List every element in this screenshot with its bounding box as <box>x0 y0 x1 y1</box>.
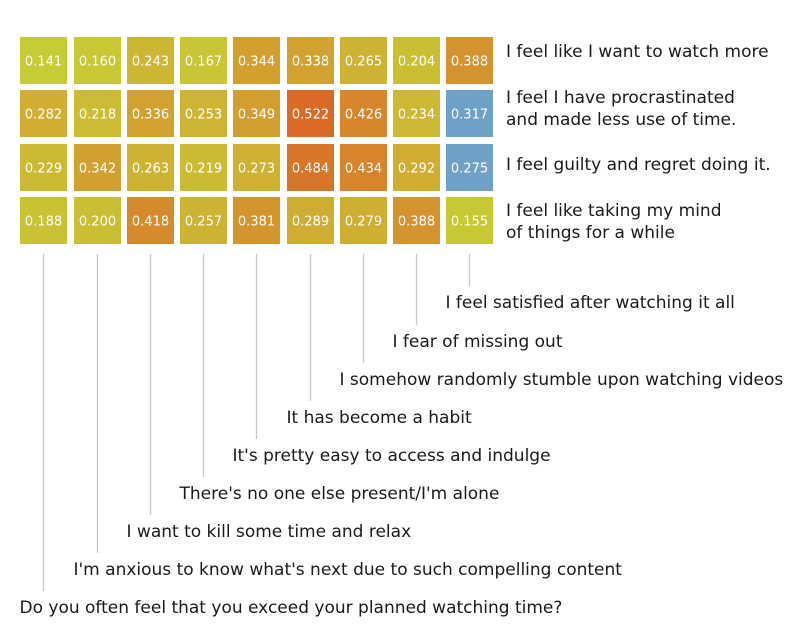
heatmap-cell-r4-c8 <box>393 197 440 244</box>
cell-value-label: 0.229 <box>25 162 62 177</box>
cell-value-label: 0.292 <box>398 162 435 177</box>
cell-value-label: 0.200 <box>79 215 116 230</box>
row-label-4: I feel like taking my mind <box>506 201 722 221</box>
cell-value-label: 0.257 <box>185 215 222 230</box>
cell-value-label: 0.273 <box>238 162 275 177</box>
heatmap-cell-r2-c5 <box>233 90 280 137</box>
column-label-5: It's pretty easy to access and indulge <box>233 446 551 466</box>
heatmap-cell-r3-c9 <box>446 144 493 191</box>
heatmap-cell-r4-c4 <box>180 197 227 244</box>
cell-value-label: 0.279 <box>345 215 382 230</box>
heatmap-cell-r2-c6 <box>287 90 334 137</box>
heatmap-cell-r3-c8 <box>393 144 440 191</box>
heatmap-cell-r3-c5 <box>233 144 280 191</box>
heatmap-cell-r1-c3 <box>127 37 174 84</box>
cell-value-label: 0.336 <box>132 108 169 123</box>
cell-value-label: 0.388 <box>398 215 435 230</box>
column-label-8: I fear of missing out <box>393 332 563 352</box>
heatmap-cell-r2-c8 <box>393 90 440 137</box>
row-label-4: of things for a while <box>506 223 675 243</box>
heatmap-cell-r1-c6 <box>287 37 334 84</box>
cell-value-label: 0.418 <box>132 215 169 230</box>
heatmap-cell-r3-c2 <box>74 144 121 191</box>
cell-value-label: 0.317 <box>451 108 488 123</box>
cell-value-label: 0.263 <box>132 162 169 177</box>
cell-value-label: 0.349 <box>238 108 275 123</box>
heatmap-cell-r4-c1 <box>20 197 67 244</box>
cell-value-label: 0.141 <box>25 55 62 70</box>
cell-value-label: 0.188 <box>25 215 62 230</box>
cell-value-label: 0.219 <box>185 162 222 177</box>
cell-value-label: 0.289 <box>292 215 329 230</box>
cell-value-label: 0.434 <box>345 162 382 177</box>
cell-value-label: 0.484 <box>292 162 329 177</box>
cell-value-label: 0.243 <box>132 55 169 70</box>
heatmap-cell-r1-c8 <box>393 37 440 84</box>
heatmap-cell-r2-c7 <box>340 90 387 137</box>
heatmap-cell-r1-c9 <box>446 37 493 84</box>
heatmap-cell-r4-c2 <box>74 197 121 244</box>
column-guide-lines <box>42 254 471 591</box>
row-label-2: I feel I have procrastinated <box>506 88 735 108</box>
heatmap-cell-r1-c5 <box>233 37 280 84</box>
heatmap-cell-r2-c3 <box>127 90 174 137</box>
heatmap-cell-r4-c9 <box>446 197 493 244</box>
column-label-7: I somehow randomly stumble upon watching… <box>340 370 784 390</box>
heatmap-cell-r3-c1 <box>20 144 67 191</box>
cell-value-label: 0.155 <box>451 215 488 230</box>
heatmap-cell-r3-c3 <box>127 144 174 191</box>
column-labels: Do you often feel that you exceed your p… <box>20 293 784 618</box>
cell-value-label: 0.282 <box>25 108 62 123</box>
column-label-3: I want to kill some time and relax <box>127 522 412 542</box>
cell-value-label: 0.522 <box>292 108 329 123</box>
cell-value-label: 0.388 <box>451 55 488 70</box>
heatmap-cell-r1-c1 <box>20 37 67 84</box>
column-label-2: I'm anxious to know what's next due to s… <box>74 560 623 580</box>
heatmap-cell-r1-c2 <box>74 37 121 84</box>
cell-value-label: 0.253 <box>185 108 222 123</box>
cell-value-label: 0.275 <box>451 162 488 177</box>
heatmap-cell-r2-c9 <box>446 90 493 137</box>
cell-value-label: 0.426 <box>345 108 382 123</box>
cell-value-label: 0.218 <box>79 108 116 123</box>
cell-value-label: 0.167 <box>185 55 222 70</box>
cell-value-label: 0.338 <box>292 55 329 70</box>
heatmap-cell-r3-c7 <box>340 144 387 191</box>
cell-value-label: 0.160 <box>79 55 116 70</box>
cell-value-label: 0.342 <box>79 162 116 177</box>
heatmap-cell-r3-c4 <box>180 144 227 191</box>
heatmap-cell-r4-c5 <box>233 197 280 244</box>
column-label-4: There's no one else present/I'm alone <box>179 484 500 504</box>
column-label-9: I feel satisfied after watching it all <box>446 293 735 313</box>
cell-value-label: 0.344 <box>238 55 275 70</box>
row-labels: I feel like I want to watch more I feel I… <box>506 42 771 243</box>
heatmap-cell-r1-c7 <box>340 37 387 84</box>
heatmap-cell-r2-c1 <box>20 90 67 137</box>
cell-value-label: 0.381 <box>238 215 275 230</box>
row-label-3: I feel guilty and regret doing it. <box>506 155 771 175</box>
heatmap-cell-r1-c4 <box>180 37 227 84</box>
heatmap-cell-r4-c7 <box>340 197 387 244</box>
heatmap-cell-r4-c3 <box>127 197 174 244</box>
heatmap-cell-r2-c2 <box>74 90 121 137</box>
row-label-2: and made less use of time. <box>506 110 736 130</box>
cell-value-label: 0.234 <box>398 108 435 123</box>
column-label-6: It has become a habit <box>287 408 472 428</box>
heatmap-cells: 0.141 0.160 0.243 0.167 0.344 0.338 0.265 0.204… <box>20 37 493 244</box>
cell-value-label: 0.265 <box>345 55 382 70</box>
heatmap-cell-r3-c6 <box>287 144 334 191</box>
cell-value-label: 0.204 <box>398 55 435 70</box>
column-label-1: Do you often feel that you exceed your p… <box>20 598 563 618</box>
row-label-1: I feel like I want to watch more <box>506 42 769 62</box>
heatmap-cell-r4-c6 <box>287 197 334 244</box>
heatmap-cell-r2-c4 <box>180 90 227 137</box>
